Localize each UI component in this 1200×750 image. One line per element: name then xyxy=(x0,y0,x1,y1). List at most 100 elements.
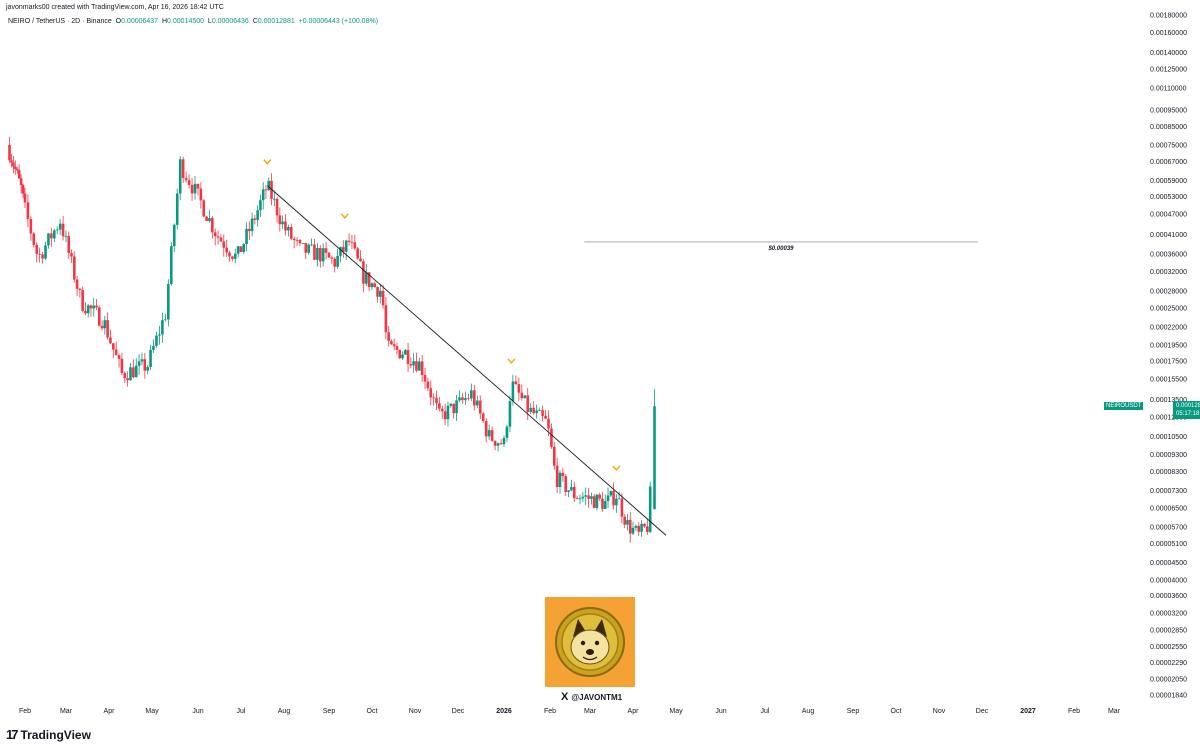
price-tick-label: 0.00110000 xyxy=(1150,86,1187,93)
symbol-legend[interactable]: NEIRO / TetherUS · 2D · Binance O0.00006… xyxy=(8,18,378,25)
time-tick-label: Oct xyxy=(891,708,902,715)
time-tick-label: Oct xyxy=(367,708,378,715)
candle-body xyxy=(47,233,50,246)
price-tag-value: 0.00012881 xyxy=(1176,403,1200,409)
time-tick-label: 2027 xyxy=(1020,708,1036,715)
price-tick-label: 0.00059000 xyxy=(1150,178,1187,185)
candle-body xyxy=(578,498,582,500)
candle-body xyxy=(213,232,217,237)
price-tick-label: 0.00002850 xyxy=(1150,628,1187,635)
price-tick-label: 0.00002050 xyxy=(1150,676,1187,683)
candle-body xyxy=(395,346,399,350)
candle-body xyxy=(598,494,602,499)
candle-body xyxy=(496,443,500,446)
price-tick-label: 0.00007300 xyxy=(1150,488,1187,495)
target-line-label: $0.00039 xyxy=(767,246,794,252)
candle-body xyxy=(381,290,385,306)
candle-body xyxy=(595,494,599,508)
candle-body xyxy=(347,240,351,242)
time-tick-label: 2026 xyxy=(496,708,512,715)
candle-body xyxy=(100,325,104,329)
candle-body xyxy=(172,224,176,247)
candle-body xyxy=(550,428,553,447)
candle-body xyxy=(475,400,479,406)
candle-body xyxy=(78,288,82,291)
candle-body xyxy=(612,491,615,506)
tradingview-footer[interactable]: 17 TradingView xyxy=(6,727,91,742)
candle-body xyxy=(239,246,243,252)
candle-body xyxy=(126,378,129,381)
candle-body xyxy=(538,410,541,411)
symbol-name[interactable]: NEIRO / TetherUS · 2D · Binance xyxy=(8,18,112,25)
candle-body xyxy=(487,430,491,437)
candle-body xyxy=(478,400,482,414)
pivot-marker xyxy=(612,465,621,472)
time-axis[interactable]: Feb Mar Apr May Jun Jul Aug Sep Oct Nov Dec 2026 Feb… xyxy=(19,708,1121,715)
candle-body xyxy=(643,523,646,527)
candle-body xyxy=(426,381,430,389)
candle-body xyxy=(321,248,325,262)
candle-body xyxy=(364,272,368,284)
time-tick-label: Apr xyxy=(628,708,640,715)
candle-body xyxy=(415,361,418,371)
candle-body xyxy=(420,361,424,376)
candle-body xyxy=(606,495,610,502)
candle-body xyxy=(289,226,293,239)
price-tick-label: 0.00006500 xyxy=(1150,505,1187,512)
candle-body xyxy=(570,487,573,491)
candle-body xyxy=(529,407,533,412)
avatar-caption: X @JAVONTM1 xyxy=(561,691,622,703)
candle-body xyxy=(178,159,182,194)
candle-body xyxy=(231,256,234,259)
candle-body xyxy=(409,363,413,366)
candle-body xyxy=(155,335,158,346)
candle-body xyxy=(92,305,96,309)
candle-body xyxy=(467,398,470,399)
candle-body xyxy=(628,519,632,534)
candle-body xyxy=(169,246,173,284)
candle-body xyxy=(95,305,98,308)
candle-body xyxy=(572,487,576,499)
pivot-marker xyxy=(263,159,272,165)
price-tick-label: 0.00041000 xyxy=(1150,232,1187,239)
candle-body xyxy=(208,217,211,222)
candle-body xyxy=(114,349,118,356)
candle-body xyxy=(12,162,15,167)
candle-body xyxy=(248,228,251,232)
price-tick-label: 0.00160000 xyxy=(1150,30,1187,37)
high-label: H xyxy=(161,18,168,25)
candle-body xyxy=(132,367,135,378)
price-tick-label: 0.00008300 xyxy=(1150,469,1187,476)
candle-body xyxy=(21,184,25,194)
candle-body xyxy=(390,340,393,345)
candle-body xyxy=(552,446,556,466)
candle-body xyxy=(41,254,44,259)
time-tick-label: May xyxy=(145,708,159,715)
candle-body xyxy=(362,261,365,284)
candle-body xyxy=(359,258,362,262)
candle-body xyxy=(190,184,194,194)
tradingview-logo-icon: 17 xyxy=(6,727,19,742)
candle-body xyxy=(603,501,607,509)
candle-body xyxy=(307,244,310,253)
candle-body xyxy=(584,495,588,497)
price-tick-label: 0.00017500 xyxy=(1150,358,1187,365)
candle-body xyxy=(222,241,226,248)
trendline[interactable] xyxy=(267,185,667,536)
candle-body xyxy=(327,252,331,258)
candle-body xyxy=(298,240,302,244)
time-tick-label: Nov xyxy=(409,708,422,715)
price-tick-label: 0.00028000 xyxy=(1150,289,1187,296)
candle-body xyxy=(26,202,30,220)
candle-body xyxy=(202,200,206,217)
candle-body xyxy=(499,443,503,445)
price-axis[interactable]: 0.00180000 0.00160000 0.00140000 0.00125000… xyxy=(1150,13,1187,700)
candle-body xyxy=(32,233,36,245)
open-value: 0.00006437 xyxy=(121,18,159,25)
candle-body xyxy=(517,384,521,393)
candle-body xyxy=(484,421,488,437)
candle-body xyxy=(449,403,453,406)
candle-body xyxy=(236,246,240,254)
candle-body xyxy=(233,253,237,259)
